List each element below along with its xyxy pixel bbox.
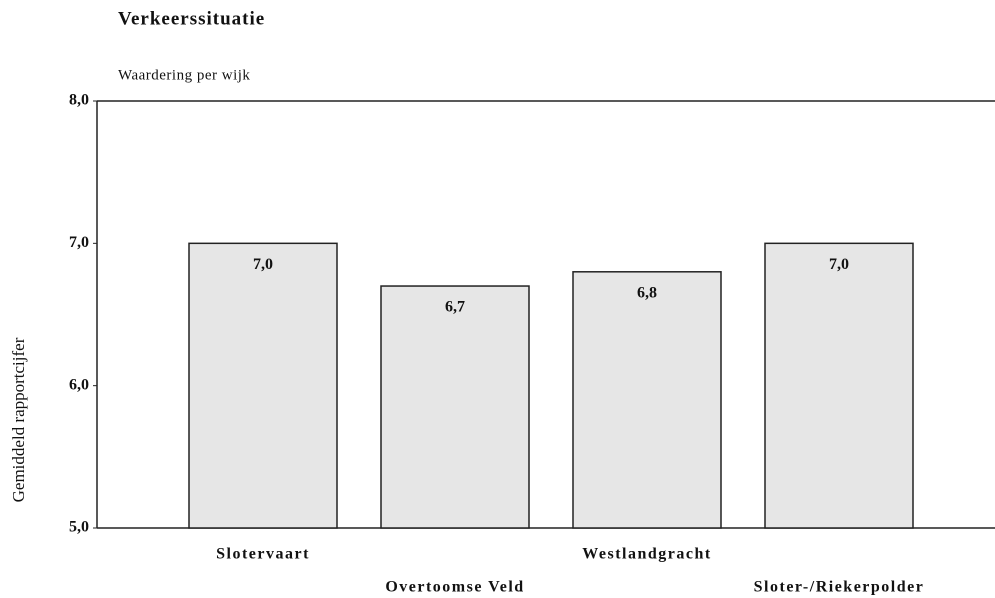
value-label: 7,0 (253, 256, 273, 273)
value-label: 6,8 (637, 284, 657, 301)
bar (380, 285, 530, 529)
x-tick-label: Westlandgracht (582, 546, 711, 563)
chart-subtitle: Waardering per wijk (118, 67, 250, 83)
y-tick-label: 6,0 (69, 376, 89, 393)
y-tick-label: 5,0 (69, 519, 89, 536)
y-tick-label: 7,0 (69, 234, 89, 251)
x-tick-label: Overtoomse Veld (385, 579, 524, 596)
value-label: 6,7 (445, 299, 465, 316)
chart-title: Verkeerssituatie (118, 8, 265, 29)
y-axis-label: Gemiddeld rapportcijfer (9, 337, 28, 502)
bar (572, 271, 722, 529)
x-tick-label: Slotervaart (216, 546, 310, 563)
value-label: 7,0 (829, 256, 849, 273)
x-tick-label: Sloter-/Riekerpolder (754, 579, 925, 596)
y-tick-label: 8,0 (69, 92, 89, 109)
bar (188, 242, 338, 529)
bar (764, 242, 914, 529)
